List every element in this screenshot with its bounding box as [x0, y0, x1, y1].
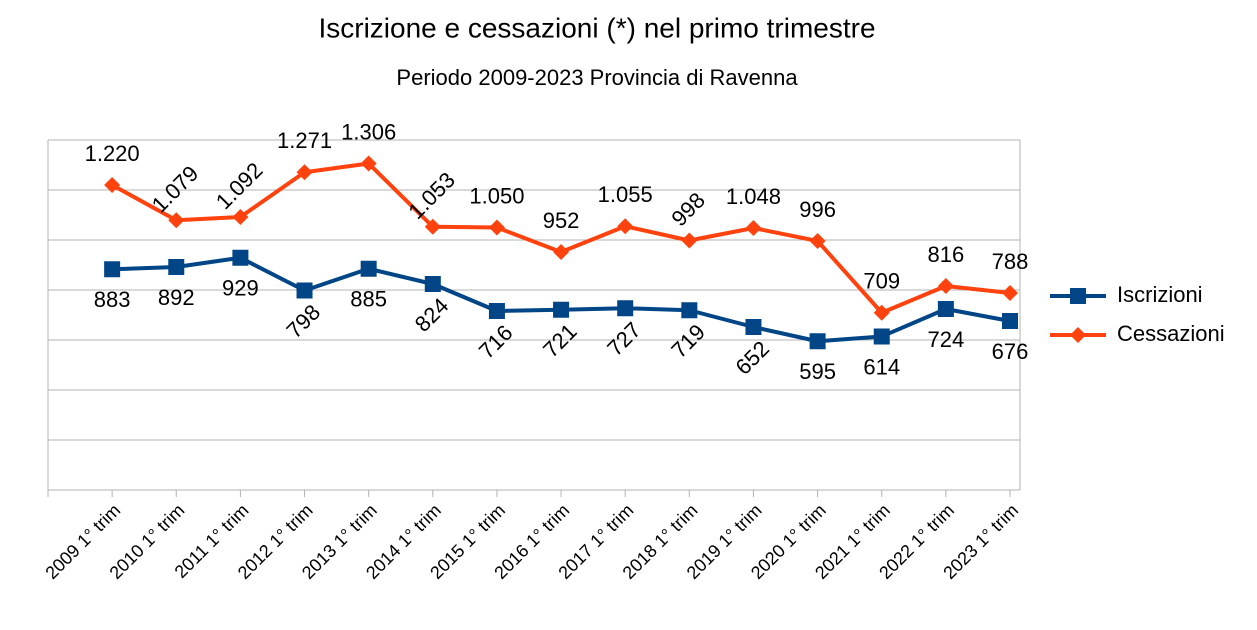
point-marker [232, 249, 249, 266]
data-label: 952 [543, 208, 580, 233]
data-label: 719 [666, 319, 710, 363]
data-label: 996 [799, 197, 836, 222]
point-marker [873, 328, 890, 345]
data-label: 652 [730, 336, 774, 380]
legend-label: Iscrizioni [1117, 282, 1203, 307]
data-label: 788 [992, 249, 1029, 274]
data-label: 998 [666, 187, 710, 231]
point-marker [553, 244, 570, 260]
point-marker [681, 302, 698, 319]
data-label: 721 [538, 319, 582, 363]
data-label: 1.055 [598, 182, 653, 207]
point-marker [488, 219, 505, 236]
point-marker [873, 304, 890, 321]
point-marker [168, 212, 185, 229]
point-marker [168, 259, 185, 275]
point-marker [360, 260, 377, 277]
data-label: 824 [410, 293, 454, 337]
legend-marker [1070, 327, 1086, 343]
legend-label: Cessazioni [1117, 321, 1225, 346]
data-label: 892 [158, 285, 195, 310]
legend-marker [1070, 288, 1086, 304]
point-marker [745, 220, 762, 236]
data-label: 727 [602, 317, 646, 361]
point-marker [296, 282, 313, 299]
chart-subtitle: Periodo 2009-2023 Provincia di Ravenna [396, 65, 798, 90]
point-marker [488, 303, 505, 319]
point-marker [104, 261, 121, 278]
data-label: 885 [350, 287, 387, 312]
point-marker [809, 233, 826, 249]
point-marker [681, 232, 698, 249]
point-marker [104, 177, 121, 193]
data-label: 595 [799, 359, 836, 384]
data-label: 816 [928, 242, 965, 267]
point-marker [296, 164, 313, 181]
point-marker [809, 333, 826, 350]
point-marker [937, 301, 954, 317]
data-label: 929 [222, 276, 259, 301]
data-label: 614 [863, 354, 900, 379]
point-marker [424, 218, 441, 235]
data-label: 798 [282, 299, 326, 343]
data-label: 724 [928, 327, 965, 352]
point-marker [745, 319, 762, 335]
data-label: 676 [992, 339, 1029, 364]
data-label: 1.079 [147, 161, 204, 218]
point-marker [1002, 285, 1018, 301]
point-marker [617, 218, 634, 235]
data-label: 716 [474, 320, 518, 364]
point-marker [360, 155, 377, 172]
data-label: 1.053 [403, 167, 460, 224]
data-label: 1.050 [469, 183, 524, 208]
data-label: 1.220 [85, 141, 140, 166]
data-label: 709 [863, 269, 900, 294]
point-marker [424, 276, 441, 292]
data-label: 1.048 [726, 184, 781, 209]
point-marker [1002, 313, 1018, 329]
chart-title: Iscrizione e cessazioni (*) nel primo tr… [318, 12, 875, 43]
data-label: 883 [94, 287, 131, 312]
point-marker [232, 209, 249, 225]
point-marker [937, 278, 954, 294]
point-marker [617, 300, 634, 317]
data-label: 1.306 [341, 119, 396, 144]
point-marker [553, 301, 570, 318]
data-label: 1.271 [277, 128, 332, 153]
